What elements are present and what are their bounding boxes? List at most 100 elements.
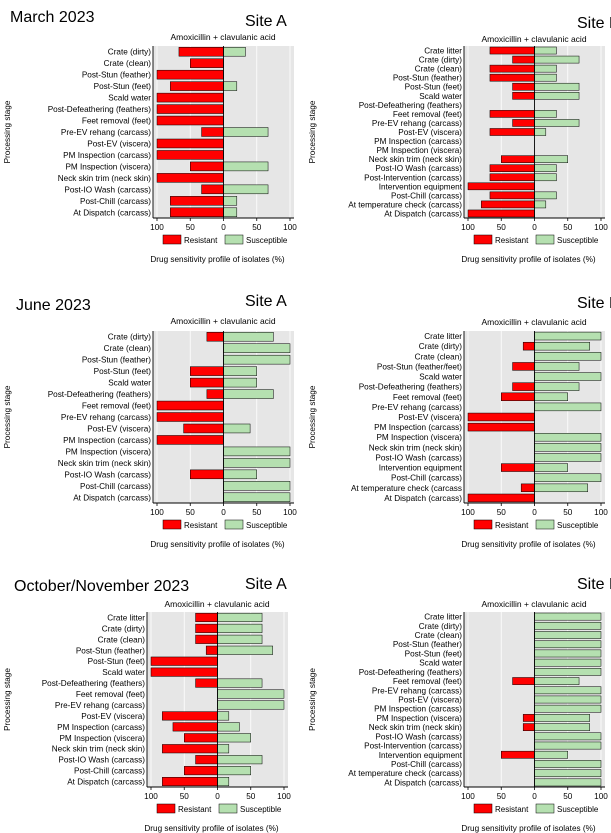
x-tick-label: 100: [150, 223, 164, 232]
category-label: Feet removal (feet): [393, 393, 462, 402]
x-tick-label: 50: [497, 792, 507, 801]
bar-resistant: [489, 64, 535, 73]
bar-resistant: [512, 82, 535, 91]
bar-resistant: [489, 128, 535, 136]
category-label: PM Inspection (viscera): [65, 162, 151, 171]
x-tick-label: 100: [277, 792, 291, 801]
bar-susceptible: [534, 173, 557, 182]
x-tick-label: 0: [532, 792, 537, 801]
bar-resistant: [190, 58, 224, 68]
category-label: Scald water: [419, 659, 462, 668]
category-label: Post-Defeathering (feathers): [359, 668, 463, 677]
x-axis-label: Drug sensitivity profile of isolates (%): [150, 255, 285, 264]
drug-subtitle: Amoxicillin + clavulanic acid: [481, 317, 586, 327]
bar-resistant: [195, 678, 218, 688]
bar-susceptible: [534, 372, 602, 381]
bar-susceptible: [223, 161, 269, 172]
bar-susceptible: [217, 700, 285, 710]
bar-susceptible: [223, 458, 291, 468]
site-title: Site B: [577, 295, 611, 312]
legend-label-susceptible: Susceptible: [557, 805, 599, 814]
category-label: Crate (clean): [415, 631, 463, 640]
category-label: Post-Stun (feet): [94, 82, 152, 91]
category-label: PM Inspection (carcass): [374, 423, 462, 432]
bar-resistant: [195, 755, 218, 765]
bar-susceptible: [223, 332, 274, 342]
bar-resistant: [489, 164, 535, 172]
x-tick-label: 100: [594, 508, 608, 517]
x-tick-label: 50: [186, 508, 196, 517]
category-label: Neck skin trim (neck skin): [58, 174, 152, 183]
bar-susceptible: [217, 766, 251, 776]
bar-resistant: [156, 173, 224, 183]
x-tick-label: 0: [221, 508, 226, 517]
bar-susceptible: [534, 704, 602, 713]
category-label: Crate litter: [424, 332, 462, 341]
bar-resistant: [150, 656, 218, 666]
x-tick-label: 50: [180, 792, 190, 801]
legend-swatch-susceptible: [224, 234, 244, 245]
site-title: Site A: [245, 576, 287, 593]
x-tick-label: 50: [186, 223, 196, 232]
category-label: Scald water: [108, 379, 151, 388]
bar-resistant: [501, 155, 535, 163]
bar-susceptible: [534, 732, 602, 741]
bar-resistant: [195, 634, 218, 644]
category-label: Post-Stun (feet): [405, 83, 463, 92]
category-label: Pre-EV rehang (carcass): [61, 413, 151, 422]
bar-susceptible: [534, 119, 580, 127]
bar-resistant: [467, 493, 535, 503]
category-label: Post-Intervention (carcass): [364, 742, 462, 751]
bar-resistant: [467, 209, 535, 218]
bar-susceptible: [534, 402, 602, 412]
bar-resistant: [162, 744, 218, 754]
bar-susceptible: [223, 469, 257, 480]
bar-susceptible: [534, 191, 557, 200]
category-label: Crate (dirty): [108, 333, 151, 342]
category-label: Neck skin trim (neck skin): [369, 723, 463, 732]
category-label: Post-IO Wash (carcass): [375, 164, 462, 173]
legend-label-susceptible: Susceptible: [246, 521, 288, 530]
category-label: At Dispatch (carcass): [384, 494, 462, 503]
chart-svg: Site B Amoxicillin + clavulanic acid Crate…: [308, 15, 611, 264]
bar-resistant: [170, 207, 224, 217]
bar-susceptible: [534, 73, 557, 82]
bar-susceptible: [534, 155, 568, 163]
bar-susceptible: [534, 631, 602, 639]
x-tick-label: 0: [215, 792, 220, 801]
category-label: Post-Defeathering (feathers): [359, 383, 463, 392]
bar-susceptible: [217, 634, 263, 644]
x-tick-label: 100: [461, 508, 475, 517]
bar-susceptible: [534, 686, 602, 695]
legend-swatch-resistant: [473, 803, 493, 814]
bar-resistant: [156, 138, 224, 149]
bar-resistant: [512, 55, 535, 64]
bar-susceptible: [223, 196, 238, 206]
chart-octnov-site-a: Site A Amoxicillin + clavulanic acid Crate…: [0, 570, 306, 833]
category-label: Feet removal (feet): [76, 690, 145, 699]
bar-resistant: [162, 711, 218, 721]
drug-subtitle: Amoxicillin + clavulanic acid: [481, 599, 586, 609]
legend-swatch-susceptible: [218, 803, 238, 814]
bar-resistant: [512, 677, 535, 685]
x-tick-label: 50: [563, 792, 573, 801]
category-label: Post-Chill (carcass): [80, 482, 151, 491]
category-label: Feet removal (feet): [393, 110, 462, 119]
bar-resistant: [150, 667, 218, 677]
category-label: PM Inspection (viscera): [59, 734, 145, 743]
bar-susceptible: [534, 649, 602, 658]
bar-susceptible: [223, 47, 246, 57]
bar-susceptible: [534, 750, 568, 759]
bar-resistant: [195, 612, 218, 622]
bar-susceptible: [534, 164, 557, 172]
legend-swatch-resistant: [162, 519, 182, 530]
category-label: Feet removal (feet): [82, 402, 151, 411]
category-label: Post-Stun (feather): [393, 74, 462, 83]
x-tick-label: 50: [497, 223, 507, 232]
category-label: Scald water: [419, 373, 462, 382]
category-label: Post-EV (viscera): [398, 696, 462, 705]
bar-resistant: [190, 377, 224, 388]
category-label: Crate (dirty): [419, 342, 462, 351]
y-axis-label: Processing stage: [308, 668, 317, 731]
category-label: PM Inspection (carcass): [63, 436, 151, 445]
